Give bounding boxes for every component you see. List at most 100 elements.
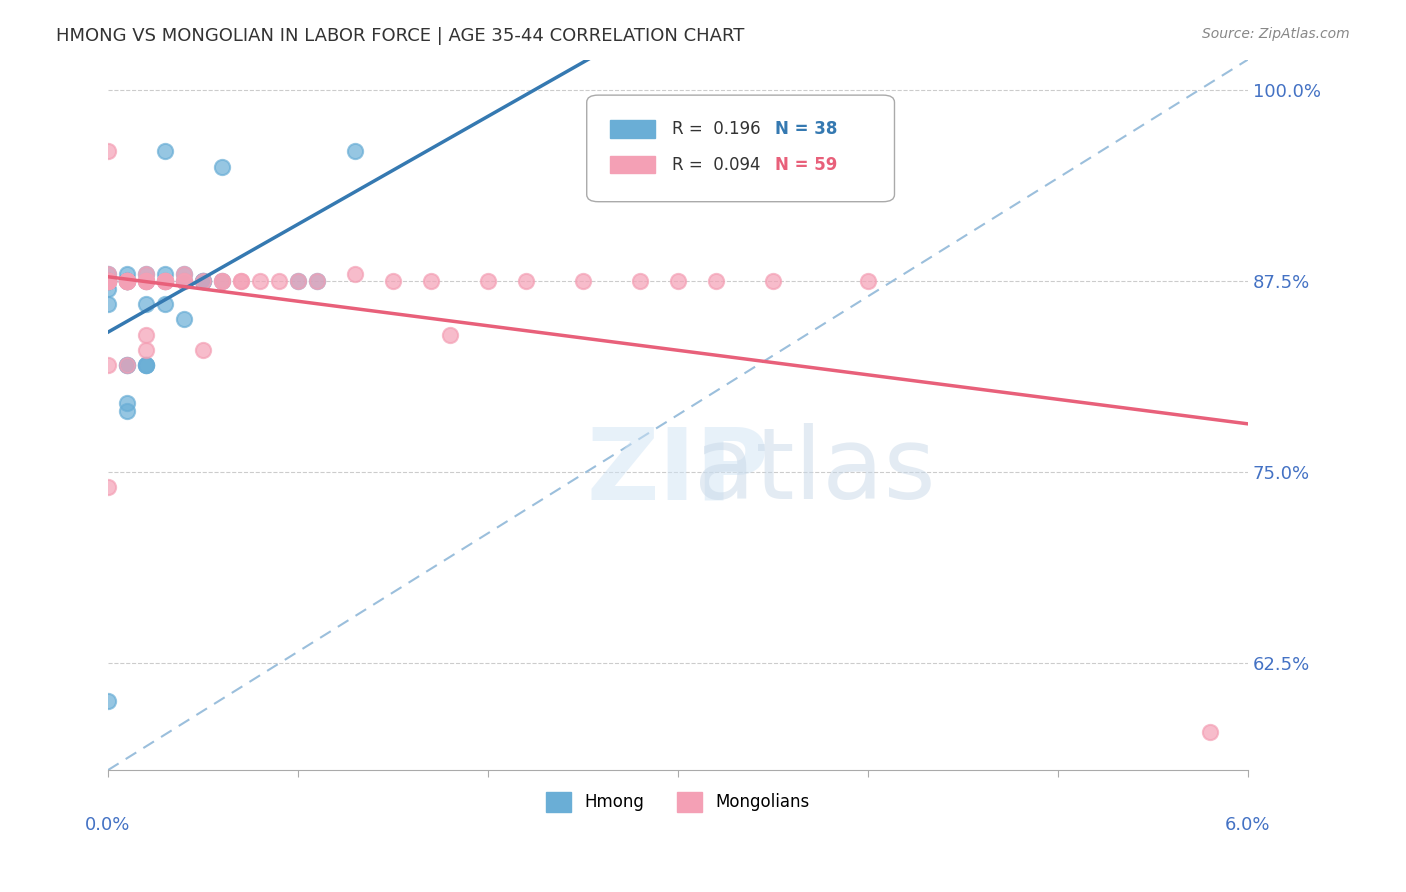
Point [135,327,157,342]
Point [115,274,138,288]
Point [97,267,120,281]
Text: R =  0.094: R = 0.094 [672,156,761,174]
Point [115,404,138,418]
Point [135,358,157,372]
Point [666,274,689,288]
Point [97,480,120,494]
Point [762,274,785,288]
Point [115,267,138,281]
Point [267,274,290,288]
Point [135,358,157,372]
Text: R =  0.196: R = 0.196 [672,120,761,137]
Point [191,274,214,288]
Point [856,274,879,288]
Point [97,274,120,288]
Point [211,160,233,174]
Point [115,396,138,410]
Point [97,274,120,288]
Point [97,274,120,288]
Text: Source: ZipAtlas.com: Source: ZipAtlas.com [1202,27,1350,41]
Text: atlas: atlas [695,423,935,520]
Point [135,274,157,288]
Point [97,274,120,288]
Point [628,274,651,288]
Point [115,274,138,288]
Point [135,343,157,357]
Point [115,274,138,288]
Point [249,274,271,288]
Legend: Hmong, Mongolians: Hmong, Mongolians [538,785,817,819]
Point [229,274,252,288]
Point [173,267,195,281]
Point [287,274,309,288]
Point [229,274,252,288]
Point [115,274,138,288]
Point [115,274,138,288]
Point [211,274,233,288]
Point [287,274,309,288]
Point [97,145,120,159]
Point [135,274,157,288]
Point [173,267,195,281]
Point [515,274,537,288]
Point [135,274,157,288]
Point [153,274,176,288]
Point [115,358,138,372]
Point [211,274,233,288]
Point [153,274,176,288]
Point [343,145,366,159]
Point [115,274,138,288]
Point [115,274,138,288]
Point [115,274,138,288]
Text: 0.0%: 0.0% [86,816,131,834]
Point [420,274,443,288]
Point [115,358,138,372]
Point [97,274,120,288]
Point [135,358,157,372]
Point [135,297,157,311]
Point [173,274,195,288]
Point [115,274,138,288]
Point [572,274,595,288]
Point [173,312,195,326]
Point [97,358,120,372]
Point [97,267,120,281]
Text: N = 38: N = 38 [775,120,837,137]
Point [153,297,176,311]
Point [704,274,727,288]
Text: HMONG VS MONGOLIAN IN LABOR FORCE | AGE 35-44 CORRELATION CHART: HMONG VS MONGOLIAN IN LABOR FORCE | AGE … [56,27,745,45]
Point [191,274,214,288]
Point [153,274,176,288]
Point [211,274,233,288]
Point [305,274,328,288]
Point [97,694,120,708]
Point [305,274,328,288]
Point [191,274,214,288]
Point [97,274,120,288]
Text: ZIP: ZIP [586,423,769,520]
Point [173,274,195,288]
FancyBboxPatch shape [586,95,894,202]
Point [135,267,157,281]
Point [477,274,499,288]
Point [115,274,138,288]
FancyBboxPatch shape [610,155,655,173]
Point [97,274,120,288]
Text: N = 59: N = 59 [775,156,837,174]
Text: 6.0%: 6.0% [1225,816,1271,834]
Point [191,343,214,357]
Point [115,274,138,288]
Point [97,274,120,288]
Point [97,274,120,288]
Point [1198,725,1220,739]
Point [97,274,120,288]
Point [381,274,404,288]
Point [97,297,120,311]
Point [153,145,176,159]
Point [135,267,157,281]
Point [191,274,214,288]
FancyBboxPatch shape [610,120,655,137]
Point [135,274,157,288]
Point [153,274,176,288]
Point [97,274,120,288]
